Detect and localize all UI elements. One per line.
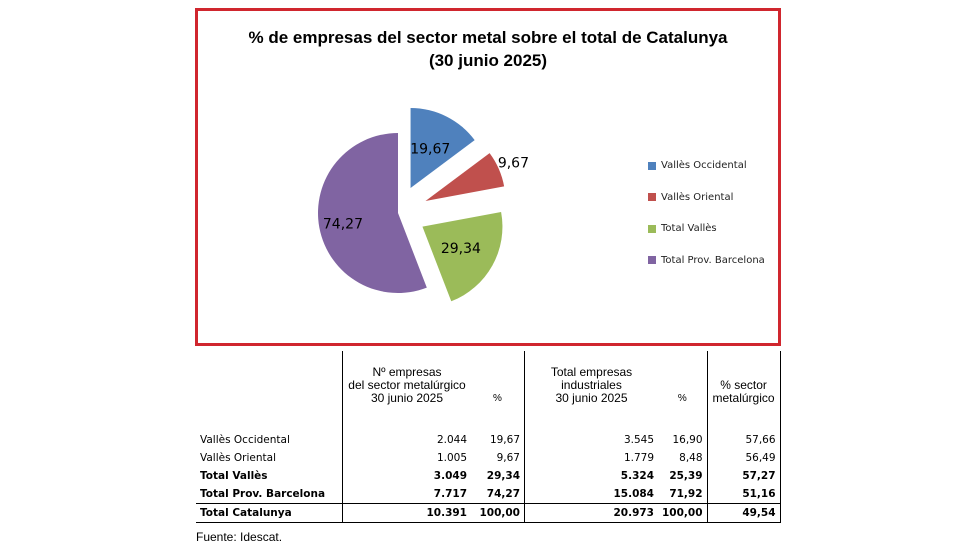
cell: 1.779 — [524, 449, 658, 467]
cell: 49,54 — [706, 503, 781, 523]
pie-slice-3 — [317, 133, 427, 293]
cell: 7.717 — [342, 485, 471, 504]
row-label: Total Prov. Barcelona — [200, 488, 326, 500]
cell: 15.084 — [524, 485, 658, 504]
data-label-1: 9,67 — [498, 155, 529, 171]
table-row: Total Prov. Barcelona 7.717 74,27 15.084… — [196, 485, 781, 504]
cell: 100,00 — [471, 503, 525, 523]
cell: 1.005 — [342, 449, 471, 467]
pie-slice-2 — [422, 211, 503, 302]
title-line-1: % de empresas del sector metal sobre el … — [248, 28, 728, 47]
row-label: Total Catalunya — [196, 503, 343, 523]
chart-frame — [195, 8, 781, 346]
table-row: Total Vallès 3.049 29,34 5.324 25,39 57,… — [196, 467, 781, 485]
cell: 57,27 — [706, 467, 781, 485]
table-row: Vallès Oriental 1.005 9,67 1.779 8,48 56… — [196, 449, 781, 467]
cell: 3.545 — [524, 431, 658, 449]
header-pct-2: % — [677, 393, 687, 404]
data-label-3: 74,27 — [323, 216, 363, 232]
pie-slice-0 — [410, 107, 475, 188]
spacer-row — [196, 407, 781, 431]
row-label: Vallès Oriental — [200, 452, 276, 464]
cell: 19,67 — [489, 434, 520, 446]
legend-item: Vallès Oriental — [648, 182, 765, 214]
header-pct-sector: % sector metalúrgico — [706, 351, 781, 407]
table-row: Total Catalunya 10.391 100,00 20.973 100… — [196, 503, 781, 523]
legend-swatch — [648, 193, 656, 202]
legend-label: Total Prov. Barcelona — [661, 254, 765, 266]
cell: 25,39 — [669, 470, 703, 482]
cell: 10.391 — [342, 503, 471, 523]
data-label-0: 19,67 — [410, 142, 450, 158]
legend-label: Vallès Oriental — [661, 191, 734, 203]
table-row: Vallès Occidental 2.044 19,67 3.545 16,9… — [196, 431, 781, 449]
row-label: Vallès Occidental — [200, 434, 290, 446]
title-line-2: (30 junio 2025) — [428, 51, 548, 70]
cell: 20.973 — [524, 503, 658, 523]
cell: 71,92 — [669, 488, 703, 500]
legend-swatch — [648, 161, 656, 170]
legend-swatch — [648, 224, 656, 233]
legend-item: Vallès Occidental — [648, 150, 765, 182]
source-note: Fuente: Idescat. — [196, 530, 283, 544]
cell: 3.049 — [342, 467, 471, 485]
cell: 5.324 — [524, 467, 658, 485]
chart-title: % de empresas del sector metal sobre el … — [195, 26, 781, 72]
cell: 74,27 — [486, 488, 520, 500]
legend-label: Vallès Occidental — [661, 160, 747, 172]
cell: 100,00 — [658, 503, 708, 523]
cell: 57,66 — [706, 431, 781, 449]
cell: 16,90 — [672, 434, 703, 446]
legend-label: Total Vallès — [661, 223, 717, 235]
legend: Vallès Occidental Vallès Oriental Total Va… — [648, 150, 765, 276]
cell: 56,49 — [706, 449, 781, 467]
header-pct-1: % — [493, 393, 502, 404]
header-blank — [196, 351, 343, 407]
data-label-2: 29,34 — [441, 241, 481, 257]
cell: 29,34 — [486, 470, 520, 482]
legend-swatch — [648, 256, 656, 265]
legend-item: Total Vallès — [648, 213, 765, 245]
row-label: Total Vallès — [200, 470, 268, 482]
pie-slice-1 — [425, 153, 505, 201]
header-n-empresas-metal: Nº empresas del sector metalúrgico 30 ju… — [342, 351, 471, 407]
legend-item: Total Prov. Barcelona — [648, 245, 765, 277]
cell: 9,67 — [496, 452, 520, 464]
data-table: Nº empresas del sector metalúrgico 30 ju… — [196, 351, 781, 523]
cell: 51,16 — [706, 485, 781, 504]
header-total-industriales: Total empresas industriales 30 junio 202… — [524, 351, 658, 407]
cell: 8,48 — [679, 452, 703, 464]
cell: 2.044 — [342, 431, 471, 449]
